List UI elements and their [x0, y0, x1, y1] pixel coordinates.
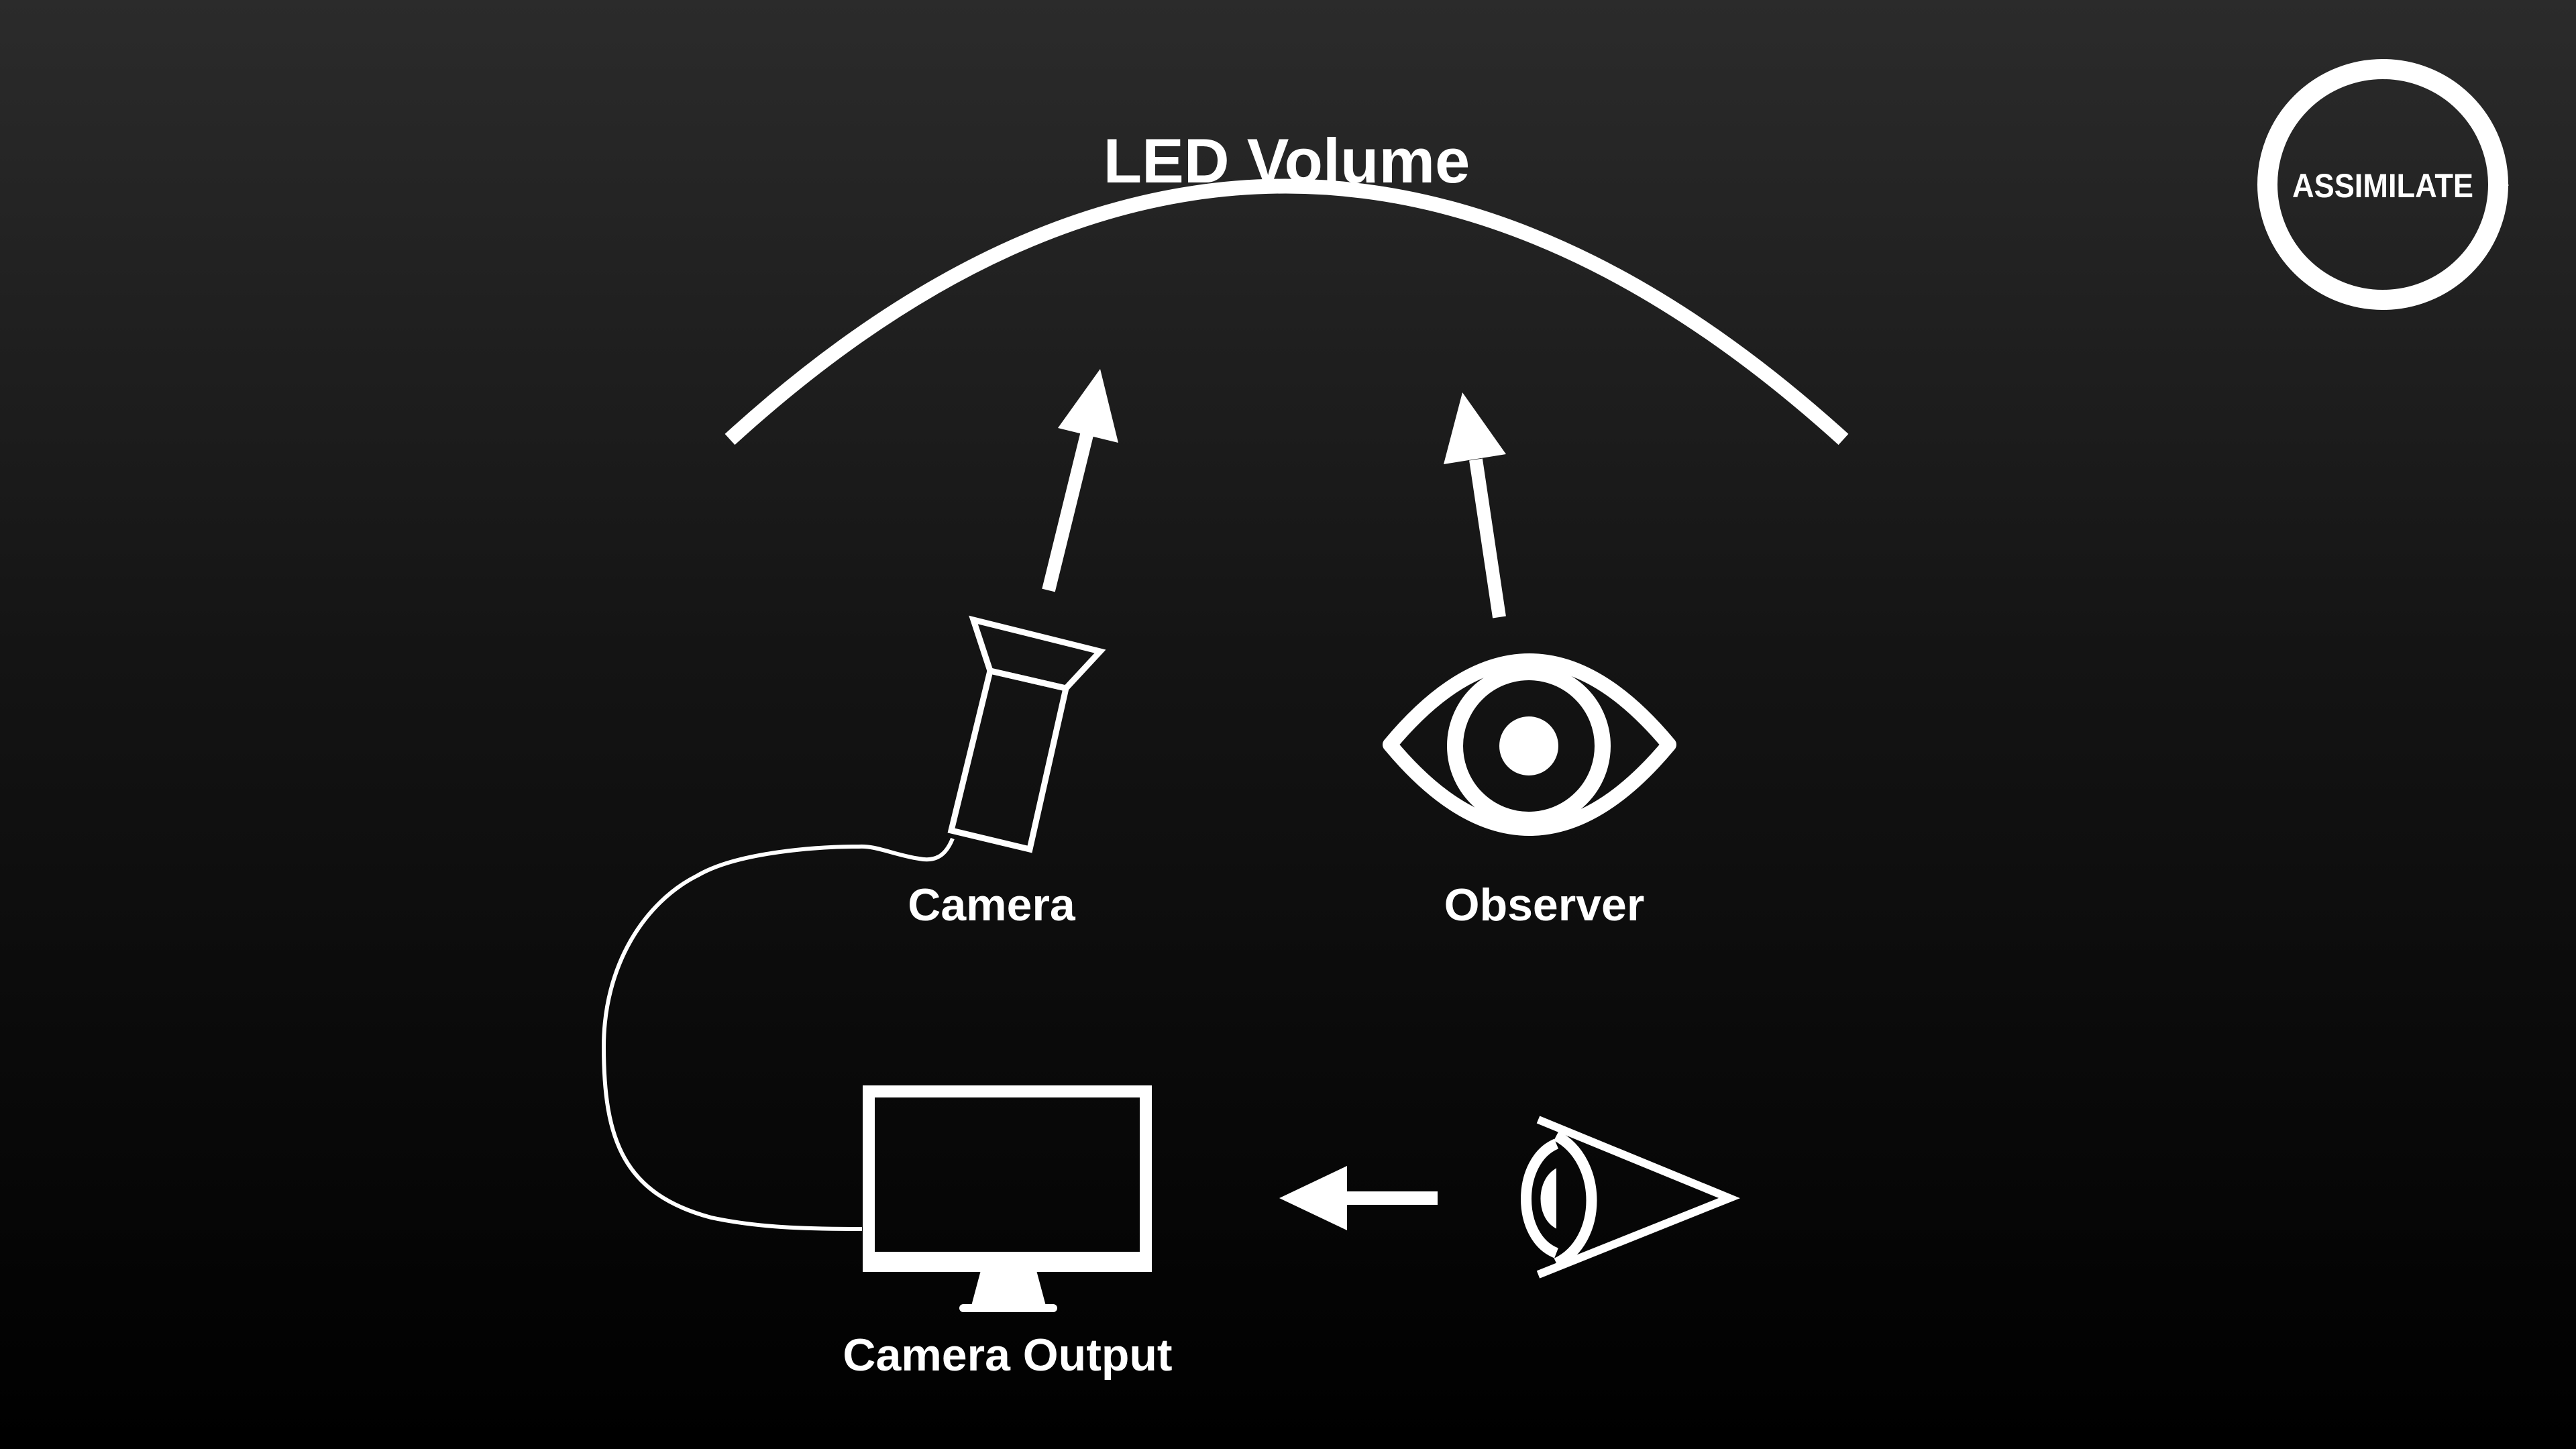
camera-output-label: Camera Output: [843, 1330, 1172, 1381]
viewing-monitor-arrow: [1279, 1166, 1438, 1230]
camera-label: Camera: [908, 879, 1076, 930]
assimilate-logo-text: ASSIMILATE: [2292, 167, 2473, 205]
assimilate-logo: ASSIMILATE: [2257, 59, 2509, 310]
eye-icon: [1383, 653, 1676, 836]
observer-view-arrow: [1444, 392, 1506, 619]
camera-view-arrow: [1042, 369, 1118, 592]
led-volume-arc: [724, 178, 1849, 445]
camera-cable: [601, 837, 955, 1231]
logo-triangle-icon: [2490, 169, 2509, 201]
camera-icon: [947, 615, 1106, 853]
monitor-icon: [863, 1085, 1152, 1312]
eye-side-icon: [1521, 1116, 1740, 1279]
observer-label: Observer: [1444, 879, 1645, 930]
